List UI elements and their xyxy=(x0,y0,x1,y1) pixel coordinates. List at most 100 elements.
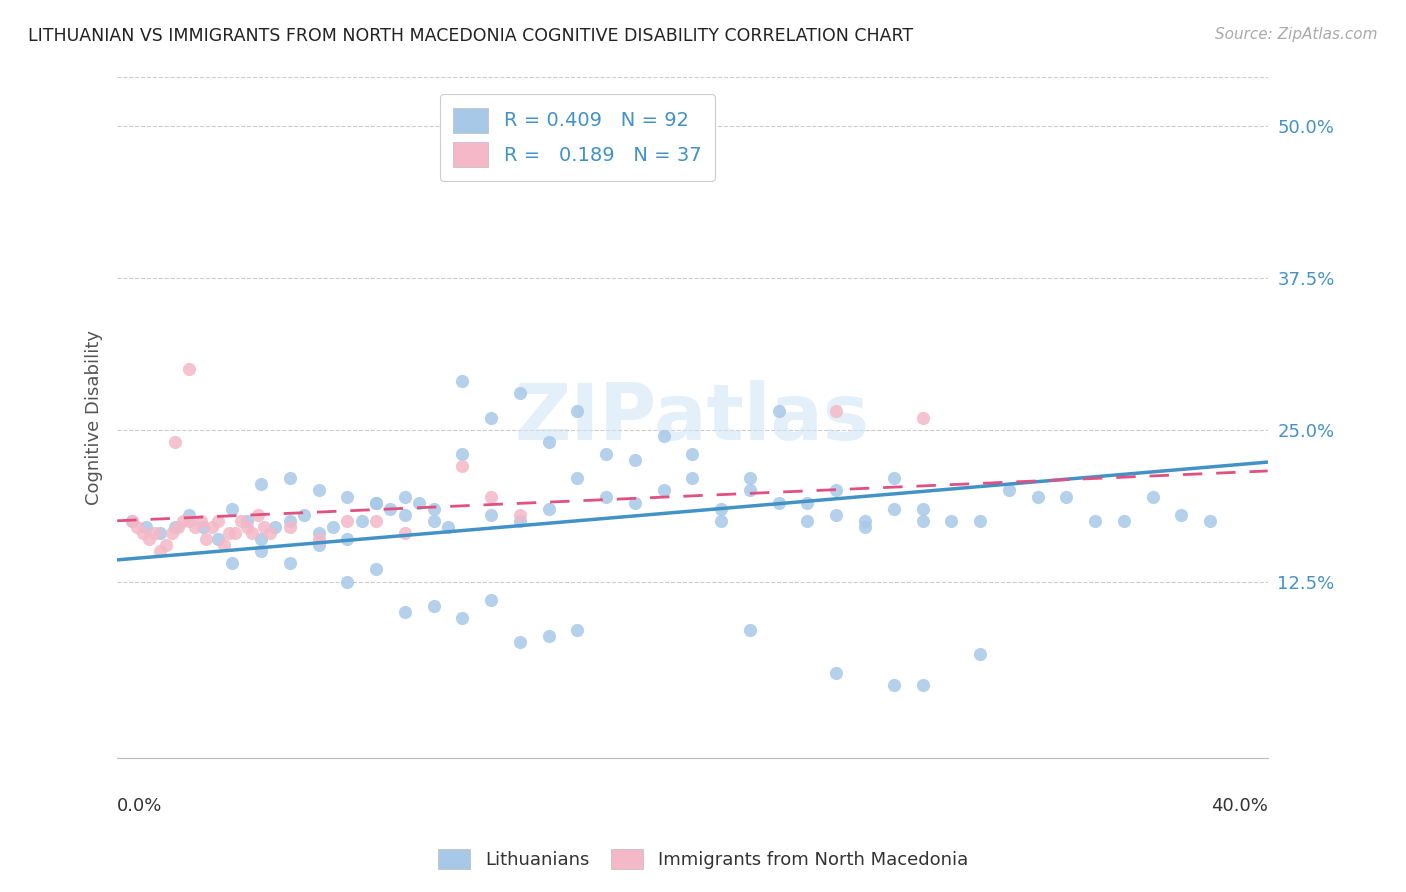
Point xyxy=(479,508,502,522)
Point xyxy=(509,386,531,401)
Point xyxy=(710,501,733,516)
Point xyxy=(1112,514,1135,528)
Point xyxy=(1026,490,1049,504)
Point xyxy=(451,374,474,388)
Point xyxy=(624,453,647,467)
Point xyxy=(250,532,273,546)
Point xyxy=(567,623,589,637)
Point xyxy=(768,495,790,509)
Point xyxy=(883,471,905,485)
Point xyxy=(364,514,387,528)
Point xyxy=(190,514,212,528)
Point xyxy=(825,404,848,418)
Point xyxy=(394,525,416,540)
Point xyxy=(738,471,761,485)
Point xyxy=(509,508,531,522)
Text: 0.0%: 0.0% xyxy=(117,797,163,814)
Point xyxy=(652,483,675,498)
Point xyxy=(479,410,502,425)
Point xyxy=(218,525,240,540)
Point xyxy=(250,477,273,491)
Point xyxy=(138,532,160,546)
Point xyxy=(336,514,359,528)
Point xyxy=(127,520,149,534)
Point xyxy=(408,495,430,509)
Point xyxy=(969,648,991,662)
Point xyxy=(380,501,402,516)
Point xyxy=(235,514,257,528)
Point xyxy=(247,508,270,522)
Point xyxy=(143,525,166,540)
Point xyxy=(437,520,460,534)
Point xyxy=(422,501,444,516)
Point xyxy=(911,678,934,692)
Point xyxy=(883,678,905,692)
Point xyxy=(149,525,172,540)
Point xyxy=(595,490,617,504)
Point xyxy=(567,404,589,418)
Text: ZIPatlas: ZIPatlas xyxy=(515,380,870,456)
Point xyxy=(201,520,224,534)
Point xyxy=(308,525,330,540)
Point xyxy=(595,447,617,461)
Point xyxy=(738,483,761,498)
Text: LITHUANIAN VS IMMIGRANTS FROM NORTH MACEDONIA COGNITIVE DISABILITY CORRELATION C: LITHUANIAN VS IMMIGRANTS FROM NORTH MACE… xyxy=(28,27,914,45)
Point xyxy=(1054,490,1077,504)
Point xyxy=(195,532,218,546)
Point xyxy=(177,514,200,528)
Point xyxy=(278,471,301,485)
Point xyxy=(177,362,200,376)
Point xyxy=(853,520,876,534)
Point xyxy=(969,514,991,528)
Point xyxy=(364,562,387,576)
Point xyxy=(796,495,818,509)
Point xyxy=(479,490,502,504)
Point xyxy=(259,525,281,540)
Point xyxy=(278,514,301,528)
Point xyxy=(1142,490,1164,504)
Point xyxy=(160,525,183,540)
Point xyxy=(264,520,287,534)
Point xyxy=(911,410,934,425)
Point xyxy=(250,544,273,558)
Point xyxy=(364,495,387,509)
Point xyxy=(308,532,330,546)
Point xyxy=(652,429,675,443)
Point xyxy=(853,514,876,528)
Point xyxy=(221,501,243,516)
Point xyxy=(336,574,359,589)
Point xyxy=(172,514,194,528)
Point xyxy=(451,447,474,461)
Point xyxy=(224,525,246,540)
Point xyxy=(825,483,848,498)
Point xyxy=(221,557,243,571)
Point xyxy=(207,514,229,528)
Point xyxy=(509,635,531,649)
Point xyxy=(768,404,790,418)
Point xyxy=(135,520,157,534)
Point xyxy=(322,520,344,534)
Point xyxy=(336,532,359,546)
Point xyxy=(163,434,186,449)
Point xyxy=(509,514,531,528)
Point xyxy=(998,483,1021,498)
Point xyxy=(184,520,207,534)
Point xyxy=(121,514,143,528)
Point xyxy=(336,490,359,504)
Point xyxy=(278,520,301,534)
Legend: R = 0.409   N = 92, R =   0.189   N = 37: R = 0.409 N = 92, R = 0.189 N = 37 xyxy=(440,94,716,181)
Point xyxy=(364,495,387,509)
Point xyxy=(253,520,276,534)
Point xyxy=(163,520,186,534)
Point xyxy=(624,495,647,509)
Point xyxy=(537,501,560,516)
Point xyxy=(278,557,301,571)
Point xyxy=(825,508,848,522)
Point xyxy=(207,532,229,546)
Point xyxy=(1199,514,1222,528)
Point xyxy=(394,605,416,619)
Point xyxy=(155,538,177,552)
Point xyxy=(308,538,330,552)
Point xyxy=(308,483,330,498)
Point xyxy=(567,471,589,485)
